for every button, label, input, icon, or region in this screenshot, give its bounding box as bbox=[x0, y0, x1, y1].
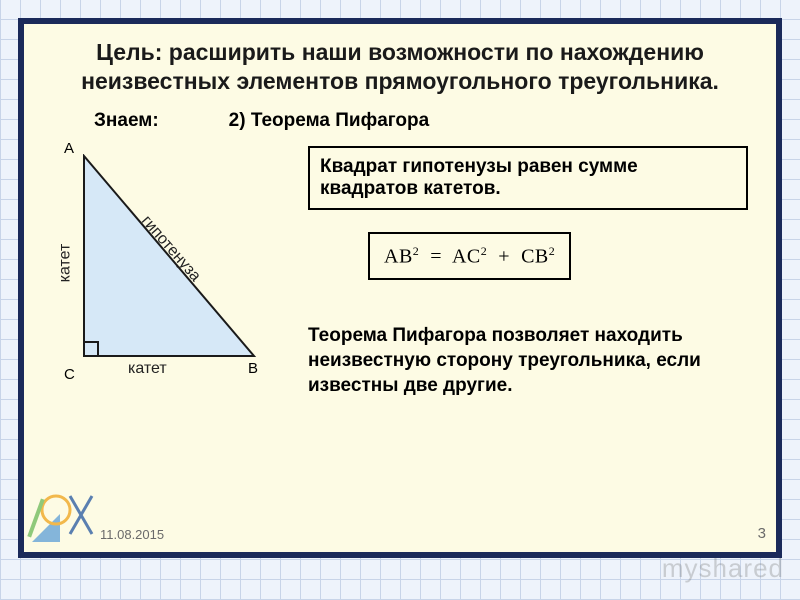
theorem-statement-box: Квадрат гипотенузы равен сумме квадратов… bbox=[308, 146, 748, 210]
slide-frame: Цель: расширить наши возможности по нахо… bbox=[18, 18, 782, 558]
math-tools-icon bbox=[26, 486, 110, 546]
side-label-bottom: катет bbox=[128, 360, 167, 378]
formula-box: AB2 = AC2 + CB2 bbox=[368, 232, 571, 281]
formula-rhs1: AC bbox=[452, 245, 481, 267]
formula-lhs: AB bbox=[384, 245, 413, 267]
side-label-left: катет bbox=[56, 243, 74, 282]
explanation-text: Теорема Пифагора позволяет находить неиз… bbox=[308, 324, 748, 398]
footer-page-number: 3 bbox=[758, 525, 766, 542]
formula-rhs2: CB bbox=[521, 245, 549, 267]
label-item2: 2) Теорема Пифагора bbox=[229, 110, 430, 132]
vertex-B: В bbox=[248, 360, 258, 377]
vertex-C: С bbox=[64, 366, 75, 383]
right-column: Квадрат гипотенузы равен сумме квадратов… bbox=[308, 146, 748, 399]
content-area: А С В катет катет гипотенуза Квадрат гип… bbox=[48, 138, 752, 478]
slide-footer: 11.08.2015 3 bbox=[24, 488, 776, 548]
slide-title: Цель: расширить наши возможности по нахо… bbox=[48, 38, 752, 96]
watermark-text: myshared bbox=[662, 553, 784, 584]
formula-exp3: 2 bbox=[549, 244, 556, 258]
footer-date: 11.08.2015 bbox=[100, 527, 164, 542]
label-know: Знаем: bbox=[94, 110, 159, 132]
triangle-diagram: А С В катет катет гипотенуза bbox=[52, 138, 282, 398]
subheading-row: Знаем: 2) Теорема Пифагора bbox=[94, 110, 752, 132]
vertex-A: А bbox=[64, 140, 74, 157]
formula-exp1: 2 bbox=[413, 244, 420, 258]
formula-exp2: 2 bbox=[481, 244, 488, 258]
